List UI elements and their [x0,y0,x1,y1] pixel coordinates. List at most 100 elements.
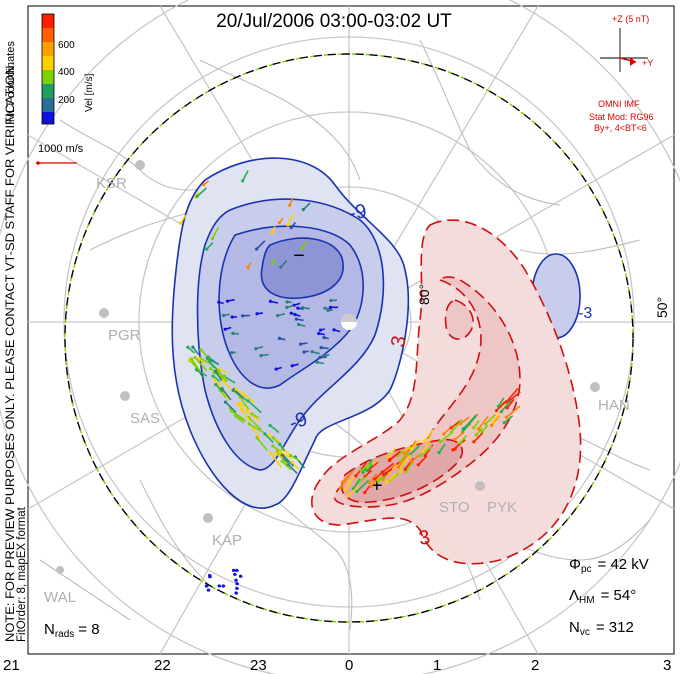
vector-origin [317,331,321,336]
vector-origin [286,223,290,227]
velocity-vector [374,470,385,480]
velocity-vector [360,462,373,472]
vector-origin [365,468,369,473]
colorbar-step [42,56,54,70]
vector-origin [472,426,476,430]
velocity-vector [503,415,514,424]
velocity-vector [490,415,500,427]
colorbar-step [42,70,54,84]
velocity-vector [224,401,237,413]
vector-origin [221,584,225,588]
vector-origin [421,449,425,453]
vector-origin [211,374,215,378]
velocity-vector [239,396,250,410]
vector-origin [332,328,336,332]
vector-origin [233,572,237,576]
vector-origin [268,423,272,428]
nrads-symbol: N [44,621,55,638]
vector-origin [437,451,441,455]
vector-origin [403,467,407,471]
vector-origin [236,402,240,406]
vector-origin [217,300,221,304]
vector-origin [263,432,267,436]
contour-label-pos-b: 3 [417,526,432,550]
station-han: HAN [598,397,630,414]
vector-origin [206,588,210,592]
vector-origin [247,422,251,426]
velocity-vector [207,358,215,369]
vector-origin [499,410,503,414]
imf-z-label: +Z (5 nT) [612,14,649,24]
vector-origin [376,479,380,484]
station-pyk: PYK [487,499,517,516]
velocity-vector [477,416,489,430]
vector-origin [202,183,206,187]
velocity-vector [500,399,512,413]
vector-origin [296,306,300,310]
velocity-vector [252,427,261,439]
stats-nrads: Nrads = 8 [44,621,100,640]
vector-origin [238,574,243,578]
vector-origin [280,459,284,463]
potential-max-marker: + [371,475,383,497]
velocity-vector [290,454,300,462]
vector-origin [348,480,352,484]
colorbar-tick-200: 200 [58,95,75,106]
vector-origin [230,409,234,413]
mlt-tick-21: 21 [3,657,20,674]
positive-contour-2 [333,276,521,508]
vector-origin [221,379,225,383]
vector-origin [315,360,319,364]
vector-origin [196,356,201,361]
velocity-vector [280,450,292,460]
velocity-vector [506,398,515,409]
vector-origin [208,575,212,579]
vector-origin [294,317,299,321]
velocity-vector [190,358,202,373]
lambda-symbol: Λ [569,587,579,604]
vector-origin [246,265,250,270]
nvc-subscript: vc [580,627,590,638]
lambda-value: = 54° [601,587,637,604]
fit-order-note: FitOrder: 8, mapEX format [16,506,28,642]
mlt-tick-22: 22 [154,657,171,674]
velocity-vector [233,388,244,399]
vector-origin [290,460,294,464]
vector-origin [230,315,234,319]
vector-origin [189,357,194,361]
vector-origin [235,568,239,572]
station-sas: SAS [130,410,160,427]
vector-origin [199,348,203,352]
velocity-vector [211,226,220,239]
velocity-vector [423,429,435,442]
vector-origin [270,231,274,235]
velocity-vector [281,460,292,471]
vector-origin [491,420,495,424]
vector-origin [275,314,280,318]
vector-origin [289,225,293,230]
preview-note: NOTE: FOR PREVIEW PURPOSES ONLY. PLEASE … [5,62,17,642]
vector-origin [409,447,413,451]
velocity-vector [370,475,381,487]
velocity-vector [210,368,227,378]
velocity-vector [243,393,255,404]
vector-origin [274,367,278,371]
vector-origin [205,247,209,251]
vector-origin [318,328,323,332]
velocity-vector [399,452,408,463]
vector-origin [235,586,239,590]
stats-phi: Φpc = 42 kV [569,556,649,575]
scale-vector-label: 1000 m/s [38,143,84,155]
vector-origin [386,455,390,459]
velocity-vector [505,405,521,418]
vector-origin [289,453,293,458]
vector-origin [322,354,326,358]
vector-origin [480,430,484,434]
vector-origin [259,353,263,358]
boundary-green-dashes [64,53,634,623]
vector-origin [382,473,386,477]
contour-label-pos-a: 3 [387,334,411,349]
velocity-vector [287,463,298,474]
vector-origin [379,477,383,481]
vector-origin [404,470,408,474]
